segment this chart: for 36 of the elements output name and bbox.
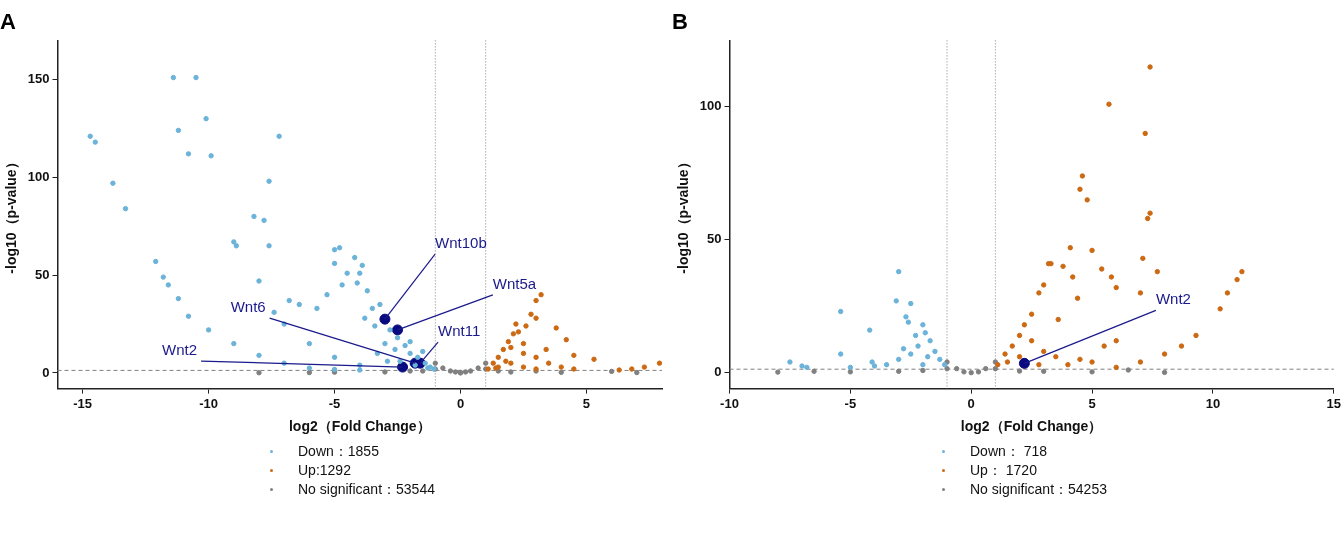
chart-title: A bbox=[0, 9, 16, 35]
x-tick-label: -15 bbox=[73, 395, 93, 411]
legend-label: Down：1855 bbox=[298, 442, 379, 461]
y-axis-title: -log10（p-value） bbox=[3, 155, 20, 274]
y-tick-label: 0 bbox=[42, 364, 50, 380]
y-tick-label: 50 bbox=[707, 231, 722, 247]
annotation: Wnt5a bbox=[492, 275, 537, 293]
annotation: Wnt10b bbox=[435, 234, 487, 252]
x-tick-label: 0 bbox=[967, 395, 975, 411]
annotation: Wnt6 bbox=[230, 298, 266, 316]
legend-label: No significant：54253 bbox=[970, 480, 1107, 499]
y-tick-label: 100 bbox=[27, 168, 50, 184]
x-tick-label: -5 bbox=[328, 395, 341, 411]
x-tick-label: 5 bbox=[582, 395, 591, 411]
y-tick-label: 100 bbox=[699, 98, 722, 114]
x-tick-label: -5 bbox=[844, 395, 857, 411]
y-tick-label: 0 bbox=[714, 364, 722, 380]
annotation: Wnt11 bbox=[438, 322, 481, 340]
x-tick-label: 10 bbox=[1205, 395, 1221, 411]
chart-title: B bbox=[672, 9, 688, 35]
x-axis-title: log2（Fold Change） bbox=[960, 418, 1103, 435]
y-axis-title: -log10（p-value） bbox=[675, 155, 692, 274]
legend-label: Up:1292 bbox=[298, 461, 351, 480]
legend-label: Down： 718 bbox=[970, 442, 1048, 461]
x-tick-label: 15 bbox=[1326, 395, 1341, 411]
x-tick-label: 0 bbox=[456, 395, 465, 411]
annotation: Wnt2 bbox=[162, 341, 198, 359]
legend-label: Up： 1720 bbox=[970, 461, 1037, 480]
x-tick-label: -10 bbox=[199, 395, 219, 411]
x-axis-title: log2（Fold Change） bbox=[288, 418, 431, 435]
legend-label: No significant：53544 bbox=[298, 480, 435, 499]
y-tick-label: 50 bbox=[35, 266, 50, 282]
y-tick-label: 150 bbox=[27, 71, 50, 87]
annotation: Wnt2 bbox=[1155, 290, 1191, 308]
x-tick-label: -10 bbox=[720, 395, 739, 411]
x-tick-label: 5 bbox=[1088, 395, 1096, 411]
